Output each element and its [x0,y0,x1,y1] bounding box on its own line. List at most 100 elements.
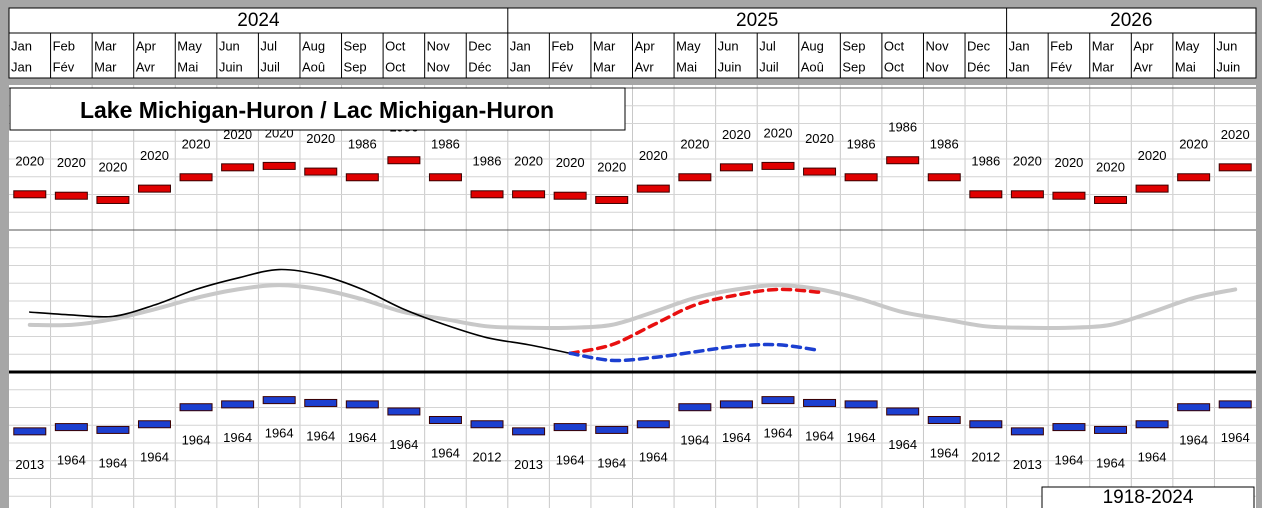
record-year: 1964 [140,450,169,465]
record-mark [179,173,213,182]
month-en: Dec [468,38,492,53]
record-year: 1964 [597,455,626,470]
month-fr: Sep [842,59,865,74]
record-year: 2012 [971,450,1000,465]
month-en: Oct [884,38,905,53]
period-note: 1918-2024 [1103,487,1194,508]
month-en: Feb [53,38,75,53]
record-year: 1986 [888,120,917,135]
record-year: 1964 [98,455,127,470]
record-mark [1010,427,1044,436]
record-mark [54,191,88,200]
record-mark [636,184,670,193]
month-fr: Mai [1175,59,1196,74]
record-mark [221,400,255,409]
record-year: 2020 [140,148,169,163]
record-year: 2013 [15,457,44,472]
record-year: 1964 [930,445,959,460]
record-year: 2012 [473,450,502,465]
record-mark [1135,184,1169,193]
month-en: Jan [11,38,32,53]
record-year: 2020 [182,137,211,152]
record-mark [553,423,587,432]
record-mark [761,161,795,170]
month-fr: Avr [1133,59,1153,74]
month-en: Apr [635,38,656,53]
record-year: 1964 [223,430,252,445]
month-fr: Fév [551,59,573,74]
month-fr: Fév [1050,59,1072,74]
month-en: Mar [1092,38,1115,53]
month-fr: Juin [1216,59,1240,74]
record-mark [844,400,878,409]
record-mark [886,156,920,165]
month-fr: Nov [427,59,451,74]
year-label: 2024 [237,10,280,31]
month-en: Feb [551,38,573,53]
record-year: 2020 [1096,159,1125,174]
record-year: 2020 [556,155,585,170]
record-year: 1964 [1138,450,1167,465]
record-year: 1964 [182,433,211,448]
month-fr: Juil [260,59,280,74]
record-mark [803,167,837,176]
record-year: 1964 [556,453,585,468]
record-year: 2020 [1054,155,1083,170]
record-mark [345,173,379,182]
record-mark [428,173,462,182]
record-year: 2020 [1221,127,1250,142]
record-mark [553,191,587,200]
record-year: 1964 [680,433,709,448]
month-fr: Déc [468,59,492,74]
record-year: 1986 [348,137,377,152]
level-line [28,268,571,355]
record-mark [719,400,753,409]
record-mark [137,420,171,429]
month-en: Aug [801,38,824,53]
record-year: 2020 [514,154,543,169]
record-mark [54,423,88,432]
record-mark [1052,191,1086,200]
month-en: Aug [302,38,325,53]
month-en: Dec [967,38,991,53]
record-mark [1218,163,1252,172]
record-mark [927,173,961,182]
record-mark [262,396,296,405]
record-mark [428,415,462,424]
record-year: 1964 [1054,453,1083,468]
month-fr: Aoû [801,59,824,74]
record-year: 2013 [514,457,543,472]
record-year: 2020 [1179,137,1208,152]
record-year: 1964 [1221,430,1250,445]
record-mark [595,195,629,204]
month-fr: Fév [53,59,75,74]
record-year: 1964 [847,430,876,445]
month-fr: Avr [136,59,156,74]
record-year: 1986 [847,137,876,152]
month-fr: Mai [676,59,697,74]
record-year: 1986 [431,137,460,152]
record-mark [886,407,920,416]
record-mark [304,398,338,407]
record-year: 1964 [805,428,834,443]
month-en: Jan [1009,38,1030,53]
title-box [9,87,626,131]
record-year: 1964 [1179,433,1208,448]
period-box [1041,486,1255,508]
record-mark [96,195,130,204]
month-fr: Juin [219,59,243,74]
record-year: 1964 [764,426,793,441]
record-mark [387,156,421,165]
record-year: 1986 [473,154,502,169]
month-en: Mar [593,38,616,53]
record-year: 2020 [805,131,834,146]
record-mark [595,425,629,434]
record-mark [1094,195,1128,204]
month-fr: Jan [11,59,32,74]
month-en: May [1175,38,1200,53]
record-year: 2020 [680,137,709,152]
year-label: 2025 [736,10,778,31]
month-en: May [177,38,202,53]
record-year: 2020 [597,159,626,174]
record-year: 1964 [888,437,917,452]
